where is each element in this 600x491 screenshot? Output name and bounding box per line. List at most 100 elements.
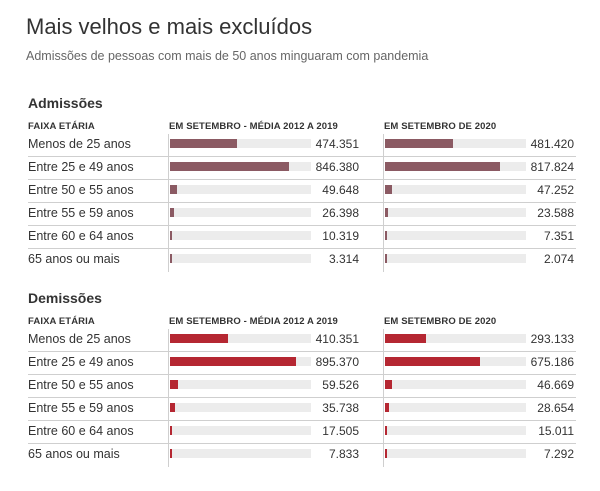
value-label: 7.833 [328,447,359,461]
bar-track [170,334,311,343]
bar-track [170,231,311,240]
demissoes-rows: Menos de 25 anos 410.351 293.133 Entre 25 e… [28,329,576,467]
value-label: 59.526 [322,378,359,392]
table-row: Entre 50 e 55 anos 59.526 46.669 [28,375,576,398]
column-divider [168,157,169,180]
table-row: 65 anos ou mais 7.833 7.292 [28,444,576,467]
bar-2020 [385,357,481,366]
bar-track [170,139,311,148]
series-header-media: EM SETEMBRO - MÉDIA 2012 A 2019 [169,316,338,327]
value-label: 28.654 [537,401,574,415]
category-label: Menos de 25 anos [28,332,131,346]
admissoes-rows: Menos de 25 anos 474.351 481.420 Entre 25 e… [28,134,576,272]
bar-media-2012-2019 [170,254,172,263]
value-label: 293.133 [530,332,574,346]
value-label: 17.505 [322,424,359,438]
column-divider [168,398,169,421]
column-divider [383,203,384,226]
category-label: 65 anos ou mais [28,252,120,266]
demissoes-section: Demissões FAIXA ETÁRIA EM SETEMBRO - MÉD… [28,290,576,470]
bar-track [385,139,526,148]
table-row: Entre 60 e 64 anos 17.505 15.011 [28,421,576,444]
bar-2020 [385,403,390,412]
value-label: 817.824 [530,160,574,174]
value-label: 10.319 [322,229,359,243]
bar-2020 [385,426,388,435]
bar-2020 [385,449,387,458]
bar-media-2012-2019 [170,403,176,412]
bar-media-2012-2019 [170,357,297,366]
bar-media-2012-2019 [170,231,172,240]
category-label: Entre 60 e 64 anos [28,424,134,438]
column-divider [383,226,384,249]
category-label: 65 anos ou mais [28,447,120,461]
series-header-2020: EM SETEMBRO DE 2020 [384,121,497,132]
bar-track [385,231,526,240]
table-row: Entre 60 e 64 anos 10.319 7.351 [28,226,576,249]
column-divider [383,375,384,398]
column-divider [168,203,169,226]
column-divider [383,180,384,203]
column-divider [168,249,169,272]
column-divider [383,329,384,352]
category-label: Entre 55 e 59 anos [28,206,134,220]
table-row: Menos de 25 anos 410.351 293.133 [28,329,576,352]
column-divider [383,157,384,180]
bar-track [385,403,526,412]
page-title: Mais velhos e mais excluídos [26,14,313,39]
table-row: Entre 25 e 49 anos 895.370 675.186 [28,352,576,375]
bar-track [385,357,526,366]
bar-track [385,254,526,263]
column-divider [168,226,169,249]
value-label: 846.380 [315,160,359,174]
value-label: 47.252 [537,183,574,197]
bar-track [170,357,311,366]
value-label: 49.648 [322,183,359,197]
bar-track [385,334,526,343]
bar-track [385,185,526,194]
bar-track [170,185,311,194]
column-divider [383,444,384,467]
bar-2020 [385,334,427,343]
column-divider [383,249,384,272]
bar-2020 [385,254,387,263]
category-header: FAIXA ETÁRIA [28,121,95,132]
value-label: 2.074 [543,252,574,266]
column-divider [383,421,384,444]
value-label: 7.292 [543,447,574,461]
value-label: 474.351 [315,137,359,151]
column-divider [168,444,169,467]
value-label: 481.420 [530,137,574,151]
value-label: 26.398 [322,206,359,220]
bar-track [385,162,526,171]
bar-track [385,380,526,389]
bar-2020 [385,185,392,194]
column-divider [383,134,384,157]
value-label: 7.351 [543,229,574,243]
bar-track [170,208,311,217]
table-row: Menos de 25 anos 474.351 481.420 [28,134,576,157]
table-row: Entre 25 e 49 anos 846.380 817.824 [28,157,576,180]
bar-2020 [385,231,387,240]
column-divider [383,352,384,375]
bar-track [170,254,311,263]
table-row: Entre 55 e 59 anos 35.738 28.654 [28,398,576,421]
bar-2020 [385,162,501,171]
admissoes-title: Admissões [28,95,103,111]
value-label: 675.186 [530,355,574,369]
series-header-2020: EM SETEMBRO DE 2020 [384,316,497,327]
value-label: 15.011 [538,424,574,438]
bar-track [170,380,311,389]
bar-media-2012-2019 [170,208,174,217]
category-label: Entre 25 e 49 anos [28,355,134,369]
table-row: Entre 55 e 59 anos 26.398 23.588 [28,203,576,226]
bar-2020 [385,380,392,389]
bar-media-2012-2019 [170,426,173,435]
bar-media-2012-2019 [170,162,290,171]
bar-media-2012-2019 [170,185,177,194]
category-label: Menos de 25 anos [28,137,131,151]
column-divider [168,134,169,157]
column-divider [168,352,169,375]
page-subtitle: Admissões de pessoas com mais de 50 anos… [26,49,429,63]
bar-track [170,426,311,435]
